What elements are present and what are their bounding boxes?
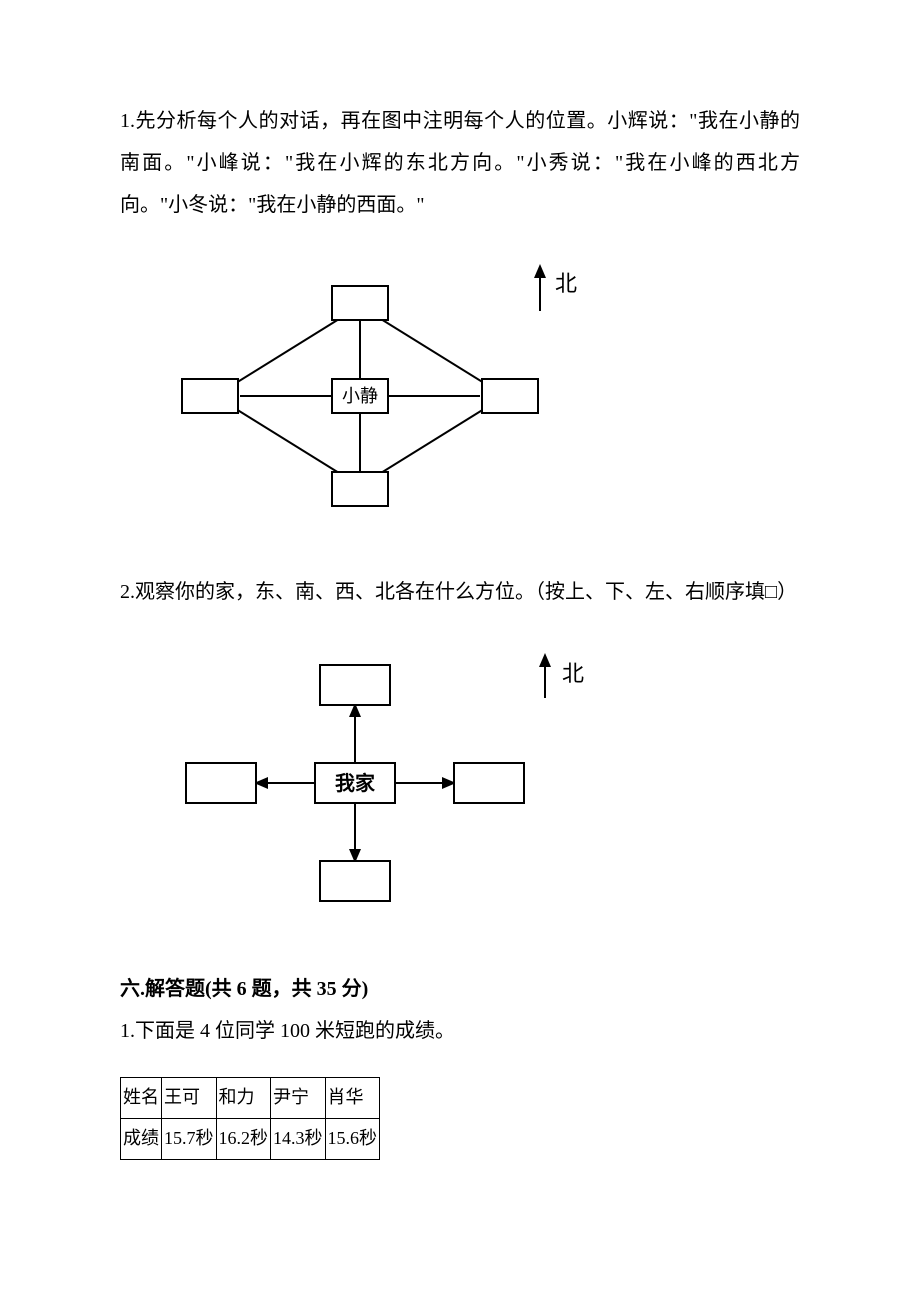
table-cell: 肖华	[325, 1078, 380, 1119]
section6-q1-text: 1.下面是 4 位同学 100 米短跑的成绩。	[120, 1010, 800, 1052]
diagram2-center-label: 我家	[335, 771, 376, 795]
diagram2-box-bottom	[320, 861, 390, 901]
diagram-2: 北 我家	[180, 643, 800, 938]
diagram1-box-bottom	[332, 472, 388, 506]
diagram1-box-left	[182, 379, 238, 413]
question-1-text: 1.先分析每个人的对话，再在图中注明每个人的位置。小辉说："我在小静的南面。"小…	[120, 100, 800, 226]
table-cell: 15.6秒	[325, 1118, 380, 1159]
table-cell: 王可	[162, 1078, 217, 1119]
section-6-title: 六.解答题(共 6 题，共 35 分)	[120, 968, 800, 1010]
table-cell: 尹宁	[271, 1078, 326, 1119]
diagram1-box-right	[482, 379, 538, 413]
table-cell: 14.3秒	[271, 1118, 326, 1159]
north-label-2: 北	[562, 661, 584, 686]
table-row: 姓名 王可 和力 尹宁 肖华	[121, 1078, 380, 1119]
diagram1-box-top	[332, 286, 388, 320]
diagram1-center-label: 小静	[342, 386, 378, 406]
score-table: 姓名 王可 和力 尹宁 肖华 成绩 15.7秒 16.2秒 14.3秒 15.6…	[120, 1077, 800, 1160]
table-cell: 成绩	[121, 1118, 162, 1159]
north-label-1: 北	[555, 271, 577, 296]
table-row: 成绩 15.7秒 16.2秒 14.3秒 15.6秒	[121, 1118, 380, 1159]
diagram2-box-top	[320, 665, 390, 705]
table-cell: 16.2秒	[216, 1118, 271, 1159]
table-cell: 和力	[216, 1078, 271, 1119]
table-cell: 15.7秒	[162, 1118, 217, 1159]
diagram2-box-right	[454, 763, 524, 803]
table-cell: 姓名	[121, 1078, 162, 1119]
question-2-text: 2.观察你的家，东、南、西、北各在什么方位。（按上、下、左、右顺序填□）	[120, 571, 800, 613]
diagram2-box-left	[186, 763, 256, 803]
diagram-1: 北 小静	[160, 256, 800, 551]
